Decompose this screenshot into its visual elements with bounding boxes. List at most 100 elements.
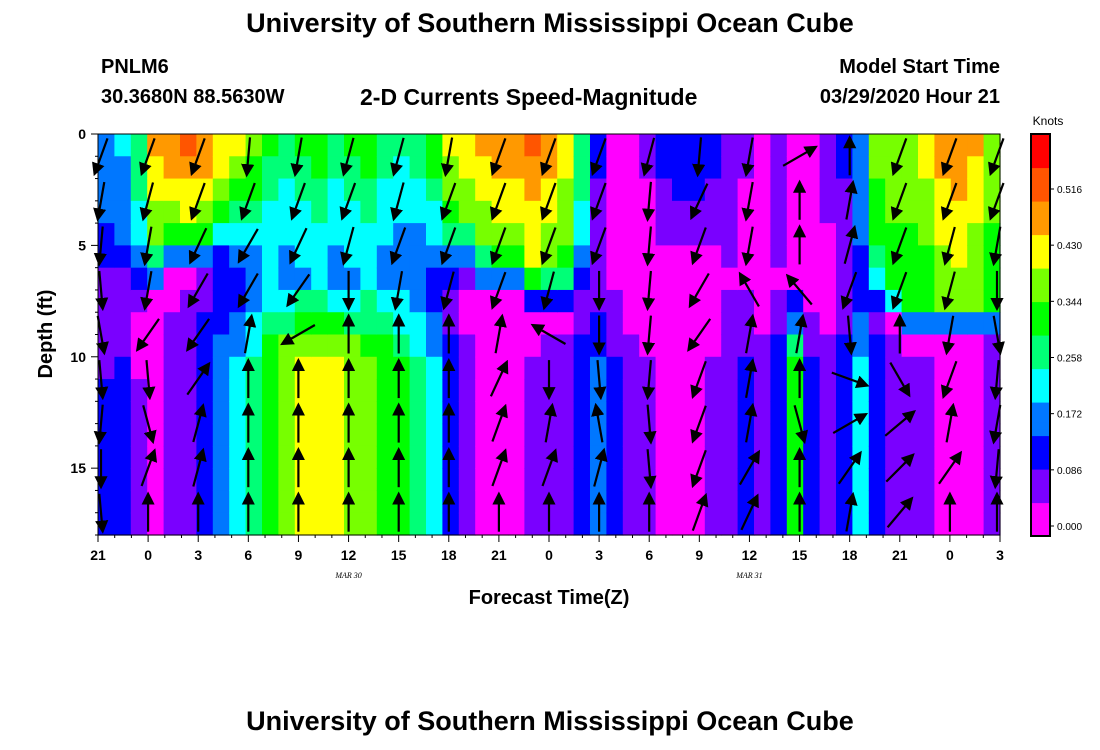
heatmap-cell	[393, 490, 411, 514]
heatmap-cell	[557, 490, 575, 514]
heatmap-cell	[475, 267, 493, 291]
heatmap-cell	[557, 445, 575, 469]
heatmap-cell	[540, 245, 558, 269]
current-vector	[844, 179, 858, 220]
heatmap-cell	[458, 134, 476, 157]
heatmap-cell	[426, 423, 443, 447]
heatmap-cell	[721, 334, 739, 358]
heatmap-cell	[950, 334, 968, 358]
heatmap-cell	[508, 401, 525, 425]
heatmap-cell	[376, 134, 394, 157]
heatmap-cell	[786, 334, 804, 358]
heatmap-cell	[442, 156, 460, 180]
heatmap-cell	[360, 312, 378, 336]
heatmap-cell	[442, 468, 460, 492]
heatmap-cell	[524, 356, 542, 380]
heatmap-cell	[622, 134, 640, 157]
heatmap-cell	[130, 267, 148, 291]
colorbar-swatch	[1031, 227, 1050, 236]
x-tick-label: 21	[491, 547, 507, 563]
colorbar-swatch	[1031, 254, 1050, 262]
heatmap-cell	[360, 156, 378, 180]
heatmap-cell	[885, 223, 903, 246]
heatmap-cell	[573, 289, 591, 313]
heatmap-cell	[885, 134, 903, 157]
heatmap-cell	[573, 512, 591, 536]
heatmap-cell	[655, 178, 673, 202]
heatmap-cell	[606, 178, 624, 202]
heatmap-cell	[344, 401, 361, 425]
heatmap-cell	[901, 200, 919, 224]
heatmap-cell	[606, 468, 624, 492]
heatmap-cell	[639, 423, 657, 447]
heatmap-cell	[573, 312, 591, 336]
heatmap-cell	[98, 356, 115, 380]
heatmap-cell	[360, 379, 378, 402]
heatmap-cell	[819, 512, 837, 536]
heatmap-cell	[754, 379, 771, 402]
current-vector	[540, 138, 557, 177]
current-vector	[590, 138, 607, 177]
heatmap-cell	[147, 134, 165, 157]
colorbar-tick-label: 0.344	[1057, 297, 1082, 308]
heatmap-cell	[557, 423, 575, 447]
heatmap-cell	[524, 334, 542, 358]
heatmap-cell	[376, 490, 394, 514]
current-vector	[844, 491, 858, 532]
heatmap-cell	[836, 468, 853, 492]
heatmap-cell	[967, 134, 985, 157]
colorbar-swatch	[1031, 268, 1050, 276]
current-vector	[890, 271, 908, 310]
heatmap-cell	[606, 267, 624, 291]
heatmap-cell	[721, 178, 739, 202]
current-vector	[690, 227, 707, 266]
current-vector	[940, 138, 958, 177]
heatmap-cell	[426, 245, 443, 269]
heatmap-cell	[622, 334, 640, 358]
heatmap-cell	[721, 267, 739, 291]
heatmap-cell	[836, 356, 853, 380]
heatmap-cell	[803, 490, 821, 514]
heatmap-cell	[983, 401, 1001, 425]
heatmap-cell	[704, 468, 722, 492]
current-vector	[439, 182, 457, 221]
heatmap-cell	[737, 334, 755, 358]
current-vector	[493, 313, 507, 354]
heatmap-cell	[852, 223, 870, 246]
heatmap-cell	[868, 379, 886, 402]
heatmap-cell	[803, 156, 821, 180]
heatmap-cell	[409, 200, 427, 224]
heatmap-cell	[918, 401, 935, 425]
heatmap-cell	[376, 379, 394, 402]
heatmap-cell	[967, 223, 985, 246]
heatmap-cell	[868, 156, 886, 180]
heatmap-cell	[212, 245, 230, 269]
heatmap-cell	[721, 289, 739, 313]
heatmap-cell	[901, 312, 919, 336]
heatmap-cell	[950, 200, 968, 224]
heatmap-cell	[344, 423, 361, 447]
current-vector	[991, 315, 1005, 356]
current-vector	[690, 449, 707, 489]
heatmap-cell	[409, 423, 427, 447]
heatmap-cell	[409, 289, 427, 313]
heatmap-cell	[327, 512, 345, 536]
heatmap-cell	[262, 468, 279, 492]
current-vector	[489, 182, 507, 221]
current-vector	[988, 138, 1005, 177]
colorbar-swatch	[1031, 428, 1050, 437]
current-vector	[189, 138, 206, 177]
heatmap-cell	[655, 512, 673, 536]
current-vector	[95, 360, 109, 401]
heatmap-cell	[573, 334, 591, 358]
heatmap-cell	[229, 245, 247, 269]
heatmap-cell	[639, 356, 657, 380]
heatmap-cell	[229, 512, 247, 536]
heatmap-cell	[934, 445, 952, 469]
current-vector	[489, 359, 509, 397]
heatmap-cell	[672, 245, 689, 269]
heatmap-cell	[704, 512, 722, 536]
colorbar-swatch	[1031, 448, 1050, 457]
heatmap-cell	[770, 223, 788, 246]
heatmap-cell	[852, 490, 870, 514]
